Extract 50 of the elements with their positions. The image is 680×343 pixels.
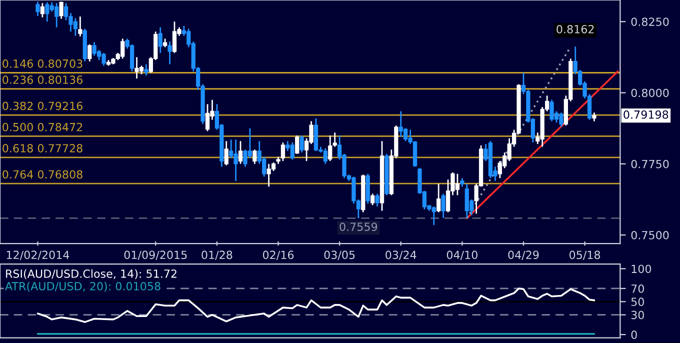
y-tick-label: 100 [632,264,652,274]
x-tick-label: 03/24 [386,250,416,260]
candlestick [332,132,337,148]
candlestick [295,134,300,155]
candlestick [436,183,441,213]
ref-line-label: 0.7559 [340,222,378,231]
candlestick [375,193,380,208]
candlestick [88,44,92,62]
candlestick [252,148,257,165]
candlestick [370,193,375,206]
candlestick [224,140,228,166]
candlestick [59,1,64,20]
candlestick [40,2,45,18]
annotation: 0.8162 [556,24,594,34]
candlestick [441,193,446,219]
x-tick-label: 03/05 [324,250,355,260]
x-tick-label: 02/16 [262,250,294,260]
ref-line-label: 0.146 0.80703 [2,59,82,68]
y-tick-label: 70 [631,284,644,293]
x-tick-label: 04/29 [508,250,539,260]
ref-line-label: 0.382 0.79216 [2,102,82,110]
x-tick-label: 05/18 [570,250,600,260]
y-tick-label: 0.7500 [631,230,669,240]
y-tick-label: 0 [631,330,637,339]
text: ATR(AUD/USD, 20): 0.01058 [5,282,160,292]
ref-line-label: 0.500 0.78472 [2,122,82,132]
y-tick-label: 50 [631,298,644,306]
text: 0.79198 [624,110,668,119]
ref-line-label: 0.236 0.80136 [2,76,82,84]
candlestick [300,134,304,154]
candlestick [158,26,162,54]
series-label: RSI(AUD/USD.Close, 14): 51.72 [6,269,176,280]
x-tick-label: 01/09/2015 [124,250,187,260]
ref-line-label: 0.618 0.77728 [2,144,82,152]
candlestick [36,1,40,17]
candlestick [78,16,82,38]
y-tick-label: 30 [631,310,644,320]
candlestick [168,40,172,65]
x-tick-label: 12/02/2014 [6,250,70,260]
candlestick [328,134,332,162]
candlestick [280,142,286,162]
x-tick-label: 04/10 [446,250,478,260]
ref-line-label: 0.764 0.76808 [2,170,82,179]
candlestick [130,44,134,72]
y-tick-label: 0.7750 [631,160,669,168]
candlestick [144,64,148,76]
x-tick-label: 01/28 [202,250,232,260]
candlestick [238,140,243,165]
y-tick-label: 0.8000 [631,88,669,98]
y-tick-label: 0.8250 [631,18,669,26]
